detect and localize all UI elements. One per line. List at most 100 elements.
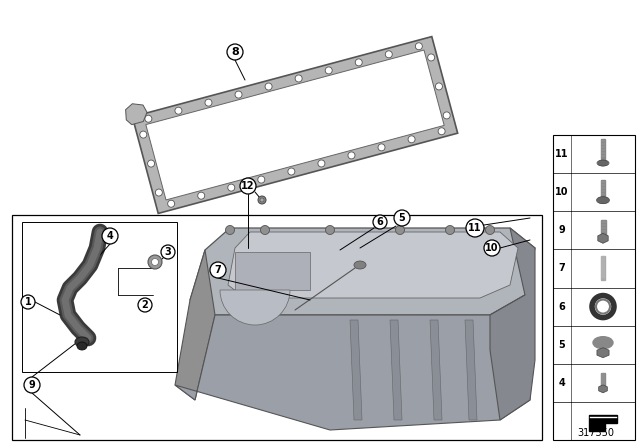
Polygon shape xyxy=(465,320,477,420)
Circle shape xyxy=(24,377,40,393)
Text: 4: 4 xyxy=(107,231,113,241)
Circle shape xyxy=(225,225,234,234)
Polygon shape xyxy=(235,252,310,290)
Circle shape xyxy=(378,144,385,151)
Circle shape xyxy=(348,152,355,159)
Polygon shape xyxy=(598,233,608,243)
Bar xyxy=(601,139,605,161)
Circle shape xyxy=(438,128,445,135)
Circle shape xyxy=(428,54,435,61)
Polygon shape xyxy=(430,320,442,420)
Text: 10: 10 xyxy=(485,243,499,253)
Text: 6: 6 xyxy=(559,302,565,311)
Bar xyxy=(601,256,605,280)
Circle shape xyxy=(175,107,182,114)
Polygon shape xyxy=(228,232,518,298)
Circle shape xyxy=(415,43,422,50)
Text: 2: 2 xyxy=(141,300,148,310)
Circle shape xyxy=(198,192,205,199)
Text: 12: 12 xyxy=(241,181,255,191)
Polygon shape xyxy=(190,228,535,315)
Ellipse shape xyxy=(593,337,613,349)
Circle shape xyxy=(260,198,264,202)
Circle shape xyxy=(435,83,442,90)
Text: 1: 1 xyxy=(24,297,31,307)
Circle shape xyxy=(325,67,332,74)
Text: 11: 11 xyxy=(556,149,569,159)
Polygon shape xyxy=(589,415,617,431)
Circle shape xyxy=(161,245,175,259)
Bar xyxy=(601,180,605,198)
Ellipse shape xyxy=(77,342,87,350)
Text: 3: 3 xyxy=(164,247,172,257)
Bar xyxy=(12,215,542,440)
Circle shape xyxy=(295,75,302,82)
Circle shape xyxy=(227,44,243,60)
Circle shape xyxy=(326,225,335,234)
Text: 317350: 317350 xyxy=(577,428,614,438)
Circle shape xyxy=(205,99,212,106)
Circle shape xyxy=(385,51,392,58)
Circle shape xyxy=(258,176,265,183)
Circle shape xyxy=(156,189,163,196)
Circle shape xyxy=(443,112,450,119)
Circle shape xyxy=(466,219,484,237)
Circle shape xyxy=(484,240,500,256)
Polygon shape xyxy=(597,348,609,358)
Circle shape xyxy=(408,136,415,143)
Text: 8: 8 xyxy=(231,47,239,57)
Ellipse shape xyxy=(598,197,609,203)
Text: 10: 10 xyxy=(556,187,569,197)
Polygon shape xyxy=(175,250,215,400)
Text: 9: 9 xyxy=(559,225,565,235)
Circle shape xyxy=(21,295,35,309)
Circle shape xyxy=(394,210,410,226)
Wedge shape xyxy=(220,290,290,325)
Circle shape xyxy=(145,115,152,122)
Text: 9: 9 xyxy=(29,380,35,390)
Bar xyxy=(22,222,177,372)
Text: 7: 7 xyxy=(214,265,221,275)
Ellipse shape xyxy=(598,160,608,166)
Text: 4: 4 xyxy=(559,378,565,388)
Circle shape xyxy=(396,225,404,234)
Text: 11: 11 xyxy=(468,223,482,233)
Circle shape xyxy=(318,160,325,167)
Polygon shape xyxy=(175,295,530,430)
Bar xyxy=(600,220,605,236)
Circle shape xyxy=(140,131,147,138)
Circle shape xyxy=(260,225,269,234)
Circle shape xyxy=(355,59,362,66)
Bar xyxy=(601,373,605,387)
Circle shape xyxy=(148,255,162,269)
Circle shape xyxy=(373,215,387,229)
Circle shape xyxy=(445,225,454,234)
Polygon shape xyxy=(146,50,444,200)
Circle shape xyxy=(235,91,242,98)
Text: 5: 5 xyxy=(559,340,565,350)
Polygon shape xyxy=(490,228,535,420)
Circle shape xyxy=(168,200,175,207)
Circle shape xyxy=(228,184,235,191)
Text: 6: 6 xyxy=(376,217,383,227)
Bar xyxy=(553,135,635,440)
Text: 7: 7 xyxy=(559,263,565,273)
Circle shape xyxy=(265,83,272,90)
Circle shape xyxy=(486,225,495,234)
Polygon shape xyxy=(390,320,402,420)
Polygon shape xyxy=(350,320,362,420)
Circle shape xyxy=(240,178,256,194)
Circle shape xyxy=(138,298,152,312)
Polygon shape xyxy=(598,385,607,393)
Polygon shape xyxy=(125,104,147,125)
Ellipse shape xyxy=(354,261,366,269)
Circle shape xyxy=(210,262,226,278)
Polygon shape xyxy=(132,37,458,213)
Circle shape xyxy=(102,228,118,244)
Circle shape xyxy=(148,160,155,167)
Circle shape xyxy=(288,168,295,175)
Text: 5: 5 xyxy=(399,213,405,223)
Circle shape xyxy=(258,196,266,204)
Circle shape xyxy=(152,258,159,266)
Ellipse shape xyxy=(75,337,89,347)
